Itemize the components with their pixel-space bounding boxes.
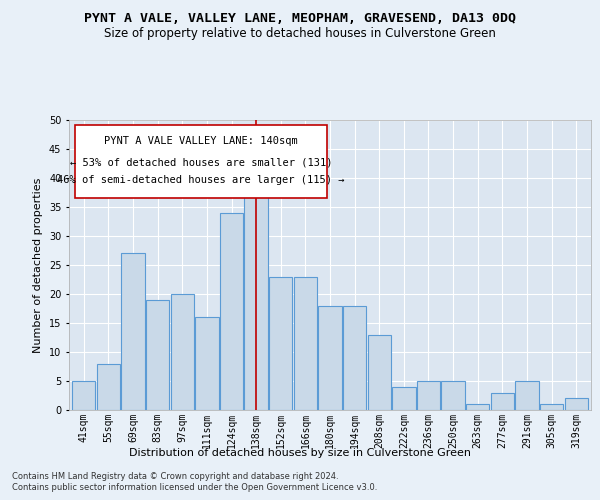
Bar xyxy=(220,213,243,410)
Bar xyxy=(72,381,95,410)
Bar xyxy=(244,178,268,410)
Bar xyxy=(417,381,440,410)
Text: Contains public sector information licensed under the Open Government Licence v3: Contains public sector information licen… xyxy=(12,484,377,492)
Text: Contains HM Land Registry data © Crown copyright and database right 2024.: Contains HM Land Registry data © Crown c… xyxy=(12,472,338,481)
Bar xyxy=(466,404,490,410)
Text: 46% of semi-detached houses are larger (115) →: 46% of semi-detached houses are larger (… xyxy=(57,175,345,185)
Bar xyxy=(540,404,563,410)
Bar xyxy=(97,364,120,410)
Bar xyxy=(343,306,367,410)
Bar xyxy=(565,398,588,410)
Text: Distribution of detached houses by size in Culverstone Green: Distribution of detached houses by size … xyxy=(129,448,471,458)
Bar xyxy=(442,381,465,410)
Bar xyxy=(195,317,218,410)
Bar xyxy=(515,381,539,410)
Bar xyxy=(392,387,416,410)
Text: PYNT A VALE VALLEY LANE: 140sqm: PYNT A VALE VALLEY LANE: 140sqm xyxy=(104,136,298,146)
Bar xyxy=(146,300,169,410)
Text: Size of property relative to detached houses in Culverstone Green: Size of property relative to detached ho… xyxy=(104,28,496,40)
Bar xyxy=(170,294,194,410)
Text: PYNT A VALE, VALLEY LANE, MEOPHAM, GRAVESEND, DA13 0DQ: PYNT A VALE, VALLEY LANE, MEOPHAM, GRAVE… xyxy=(84,12,516,26)
Bar xyxy=(269,276,292,410)
Bar xyxy=(368,334,391,410)
Bar xyxy=(319,306,341,410)
Bar xyxy=(293,276,317,410)
Bar xyxy=(121,254,145,410)
Bar xyxy=(491,392,514,410)
Y-axis label: Number of detached properties: Number of detached properties xyxy=(34,178,43,352)
Text: ← 53% of detached houses are smaller (131): ← 53% of detached houses are smaller (13… xyxy=(70,158,332,168)
